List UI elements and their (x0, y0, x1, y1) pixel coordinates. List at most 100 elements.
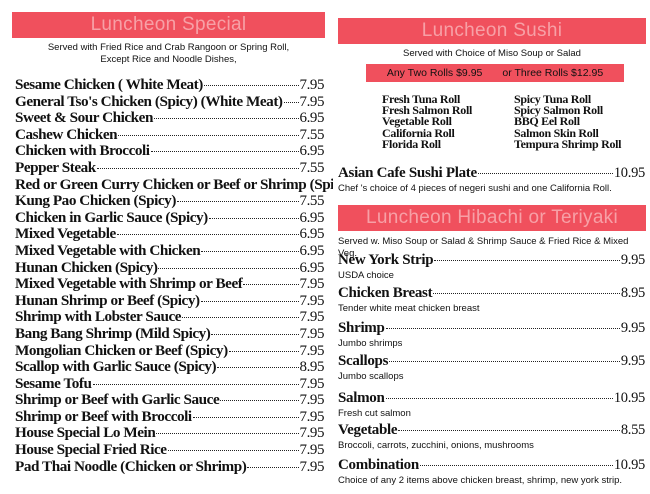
hibachi-item: Shrimp 9.95 Jumbo shrimps (338, 320, 645, 349)
dot-leader (283, 101, 299, 103)
item-price: 7.95 (299, 292, 325, 309)
dot-leader (434, 260, 620, 261)
item-price: 6.95 (299, 209, 325, 226)
dot-leader (385, 398, 613, 399)
item-name: Sesame Tofu (15, 374, 92, 392)
dot-leader (433, 293, 620, 294)
hibachi-item: Scallops 9.95 Jumbo scallops (338, 353, 645, 382)
menu-item: Salmon 10.95 (338, 390, 645, 407)
item-name: General Tso's Chicken (Spicy) (White Mea… (15, 92, 283, 110)
item-name: Hunan Shrimp or Beef (Spicy) (15, 291, 200, 309)
item-price: 6.95 (299, 242, 325, 259)
sushi-plate: Asian Cafe Sushi Plate 10.95 Chef 's cho… (338, 165, 645, 194)
dot-leader (167, 450, 299, 452)
menu-item: Shrimp or Beef with Broccoli 7.95 (15, 407, 325, 426)
menu-item: Sesame Tofu 7.95 (15, 374, 324, 393)
luncheon-sushi-subtitle: Served with Choice of Miso Soup or Salad (403, 48, 581, 59)
item-name: Mixed Vegetable with Shrimp or Beef (15, 275, 243, 293)
item-price: 7.55 (299, 126, 325, 143)
sushi-roll-item: Fresh Salmon Roll (382, 103, 473, 118)
item-name: Mixed Vegetable with Chicken (15, 241, 201, 259)
subtitle-line-2: Except Rice and Noodle Dishes, (100, 54, 237, 65)
luncheon-hibachi-subtitle: Served w. Miso Soup or Salad & Shrimp Sa… (338, 236, 629, 259)
menu-item: Chicken with Broccoli 6.95 (15, 143, 324, 160)
dot-leader (116, 234, 299, 236)
item-name: Shrimp (338, 320, 385, 336)
item-name: House Special Fried Rice (15, 441, 167, 459)
item-price: 7.95 (299, 342, 325, 359)
menu-item: New York Strip 9.95 (338, 252, 645, 269)
item-name: Salmon (338, 390, 385, 406)
item-price: 8.95 (620, 285, 645, 301)
item-price: 7.95 (299, 408, 325, 425)
menu-item: Chicken Breast 8.95 (338, 285, 645, 302)
sushi-roll-item: BBQ Eel Roll (514, 114, 580, 129)
sushi-price-two-rolls: Any Two Rolls $9.95 (386, 67, 483, 79)
item-price: 7.95 (299, 309, 325, 326)
dot-leader (228, 350, 299, 352)
item-description: Choice of any 2 items above chicken brea… (338, 475, 623, 486)
menu-item: Vegetable 8.55 (338, 422, 645, 439)
item-name: Hunan Chicken (Spicy) (15, 258, 158, 276)
dot-leader (201, 250, 299, 252)
menu-item: Mixed Vegetable with Shrimp or Beef 7.95 (15, 276, 324, 293)
menu-item: Cashew Chicken 7.55 (15, 126, 325, 144)
item-price: 7.95 (299, 392, 325, 409)
dot-leader (419, 465, 613, 466)
dot-leader (96, 167, 299, 169)
item-name: Pepper Steak (15, 158, 96, 176)
dot-leader (200, 300, 299, 302)
hibachi-item: Chicken Breast 8.95 Tender white meat chic… (338, 285, 645, 314)
subtitle-line-1: Served with Fried Rice and Crab Rangoon … (47, 42, 290, 53)
dot-leader (477, 173, 613, 174)
item-price: 7.95 (299, 276, 325, 293)
sushi-roll-item: Salmon Skin Roll (514, 125, 599, 140)
item-price: 7.95 (299, 458, 325, 475)
item-name: Shrimp or Beef with Garlic Sauce (15, 391, 220, 409)
item-name: Kung Pao Chicken (Spicy) (15, 192, 176, 210)
sushi-price-bar: Any Two Rolls $9.95 or Three Rolls $12.9… (366, 64, 624, 82)
sushi-price-three-rolls: or Three Rolls $12.95 (502, 67, 604, 79)
luncheon-hibachi-title: Luncheon Hibachi or Teriyaki (338, 205, 646, 231)
item-name: Combination (338, 457, 419, 473)
menu-item: Hunan Chicken (Spicy) 6.95 (15, 258, 324, 277)
menu-item: Sweet & Sour Chicken 6.95 (15, 110, 324, 127)
item-price: 7.55 (299, 193, 325, 210)
item-price: 6.95 (299, 226, 325, 243)
item-description: Tender white meat chicken breast (338, 303, 480, 314)
dot-leader (211, 333, 299, 335)
item-price: 10.95 (613, 457, 645, 473)
sushi-roll-list: Fresh Tuna Roll Spicy Tuna Roll Fresh Salm… (382, 92, 634, 151)
menu-item: Mixed Vegetable with Chicken 6.95 (15, 241, 325, 260)
item-price: 7.55 (299, 159, 325, 176)
item-name: Shrimp with Lobster Sauce (15, 308, 182, 326)
menu-item: Kung Pao Chicken (Spicy) 7.55 (15, 193, 324, 210)
dot-leader (182, 317, 299, 319)
item-price: 7.95 (299, 425, 325, 442)
menu-item: House Special Lo Mein 7.95 (15, 425, 324, 442)
luncheon-special-title: Luncheon Special (12, 12, 325, 38)
hibachi-item: Combination 10.95 Choice of any 2 items ab… (338, 457, 645, 486)
dot-leader (247, 466, 299, 468)
dot-leader (150, 151, 299, 153)
item-description: Broccoli, carrots, zucchini, onions, mus… (338, 440, 534, 451)
luncheon-special-panel: Luncheon Special Served with Fried Rice … (12, 12, 387, 475)
menu-item: House Special Fried Rice 7.95 (15, 441, 324, 459)
item-name: Red or Green Curry Chicken or Beef or Sh… (15, 175, 356, 193)
menu-item: Hunan Shrimp or Beef (Spicy) 7.95 (15, 291, 325, 310)
luncheon-sushi-title: Luncheon Sushi (338, 18, 646, 44)
dot-leader (243, 284, 299, 286)
sushi-roll-item: Fresh Tuna Roll (382, 92, 460, 106)
item-name: Shrimp or Beef with Broccoli (15, 407, 192, 425)
item-name: Chicken Breast (338, 285, 433, 301)
dot-leader (217, 367, 299, 369)
item-price: 7.95 (299, 93, 325, 110)
item-name: Vegetable (338, 422, 398, 438)
hibachi-item: New York Strip 9.95 USDA choice (338, 252, 645, 281)
sushi-roll-item: Florida Roll (382, 136, 441, 151)
item-price: 8.95 (299, 359, 325, 376)
dot-leader (220, 400, 299, 402)
menu-item: Scallop with Garlic Sauce (Spicy) 8.95 (15, 358, 325, 376)
dot-leader (118, 134, 299, 136)
item-name: Chicken in Garlic Sauce (Spicy) (15, 208, 208, 226)
